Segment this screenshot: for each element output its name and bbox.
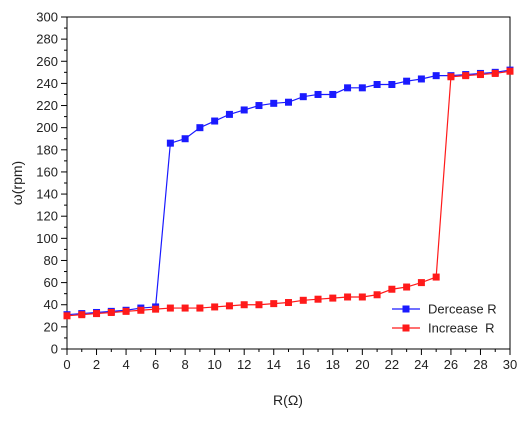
series-1-point xyxy=(225,110,233,118)
series-1-point xyxy=(196,124,204,132)
series-1-point xyxy=(403,77,411,85)
series-line-2 xyxy=(66,70,511,317)
x-tick-label: 28 xyxy=(473,357,487,372)
series-1-point xyxy=(299,93,307,101)
series-2-point xyxy=(285,299,292,307)
series-line-1 xyxy=(66,69,511,316)
x-axis-ticks: 0 2 4 6 8 10 12 14 16 18 20 22 24 26 28 30 xyxy=(63,349,517,372)
y-tick-label: 80 xyxy=(44,253,58,268)
y-tick-label: 240 xyxy=(36,76,58,91)
y-tick-label: 300 xyxy=(36,10,58,25)
x-tick-label: 18 xyxy=(326,357,340,372)
series-1-point xyxy=(211,117,219,125)
y-axis-title: ω(rpm) xyxy=(9,161,25,205)
series-2-point xyxy=(344,293,352,301)
y-tick-label: 20 xyxy=(44,319,58,334)
x-tick-label: 14 xyxy=(266,357,280,372)
x-tick-label: 16 xyxy=(296,357,310,372)
series-1-point xyxy=(329,90,337,98)
series-2-point xyxy=(240,301,248,309)
y-tick-label: 140 xyxy=(36,187,58,202)
series-2-point xyxy=(255,301,263,309)
series-2-point xyxy=(462,72,470,80)
legend: Dercease R Increase R xyxy=(392,302,497,336)
legend-marker-2 xyxy=(402,324,410,332)
series-1-point xyxy=(344,84,352,92)
series-2-point xyxy=(196,304,204,312)
series-1-point xyxy=(270,99,278,107)
series-2-point xyxy=(388,285,396,293)
series-1-point xyxy=(388,81,396,89)
series-2-point xyxy=(211,303,219,311)
x-tick-label: 12 xyxy=(237,357,251,372)
series-1-point xyxy=(432,72,440,80)
legend-label-1: Dercease R xyxy=(428,302,497,317)
series-2-point xyxy=(181,304,189,312)
series-2-point xyxy=(506,67,514,75)
series-2-point xyxy=(137,306,145,314)
series-2-point xyxy=(314,295,322,303)
series-2-point xyxy=(373,291,381,299)
legend-label-2: Increase R xyxy=(428,321,494,336)
series-1-point xyxy=(314,90,322,98)
y-axis-ticks: 0 20 40 60 80 100 120 140 160 180 200 220 240 260 280 3… xyxy=(36,10,67,357)
series-2-point xyxy=(447,73,455,81)
series-2-point xyxy=(403,283,411,291)
series-2-point xyxy=(299,296,307,304)
series-1-point xyxy=(240,106,248,114)
y-tick-label: 160 xyxy=(36,164,58,179)
series-layer xyxy=(63,66,514,320)
series-2-point xyxy=(78,311,86,319)
x-tick-label: 0 xyxy=(63,357,70,372)
y-tick-label: 220 xyxy=(36,98,58,113)
series-1-point xyxy=(285,98,292,106)
x-tick-label: 4 xyxy=(122,357,129,372)
series-2-point xyxy=(152,305,160,313)
y-tick-label: 120 xyxy=(36,209,58,224)
y-tick-label: 0 xyxy=(51,342,58,357)
series-2-point xyxy=(491,69,499,77)
y-tick-label: 40 xyxy=(44,297,58,312)
series-2-point xyxy=(329,294,337,302)
x-tick-label: 10 xyxy=(207,357,221,372)
x-tick-label: 2 xyxy=(93,357,100,372)
series-2-point xyxy=(358,293,366,301)
x-tick-label: 26 xyxy=(444,357,458,372)
x-tick-label: 8 xyxy=(182,357,189,372)
x-tick-label: 24 xyxy=(414,357,428,372)
x-tick-label: 20 xyxy=(355,357,369,372)
series-1-point xyxy=(181,135,189,143)
y-tick-label: 60 xyxy=(44,275,58,290)
series-2-point xyxy=(476,71,484,79)
series-2-point xyxy=(107,308,115,316)
x-tick-label: 30 xyxy=(503,357,517,372)
series-2-point xyxy=(93,310,101,318)
x-tick-label: 22 xyxy=(385,357,399,372)
y-tick-label: 100 xyxy=(36,231,58,246)
series-1-point xyxy=(417,75,425,83)
series-1-point xyxy=(358,84,366,92)
y-tick-label: 200 xyxy=(36,120,58,135)
series-2-point xyxy=(432,273,440,281)
series-2-point xyxy=(166,304,174,312)
y-tick-label: 260 xyxy=(36,54,58,69)
series-1-point xyxy=(166,139,174,147)
series-2-point xyxy=(122,307,130,315)
series-1-point xyxy=(373,81,381,89)
y-tick-label: 180 xyxy=(36,142,58,157)
series-2-point xyxy=(417,279,425,287)
legend-marker-1 xyxy=(402,305,410,313)
x-axis-title: R(Ω) xyxy=(273,392,303,408)
series-2-point xyxy=(63,312,71,320)
series-1-point xyxy=(255,102,263,110)
y-tick-label: 280 xyxy=(36,32,58,47)
series-2-point xyxy=(270,300,278,308)
series-2-point xyxy=(225,302,233,310)
x-tick-label: 6 xyxy=(152,357,159,372)
